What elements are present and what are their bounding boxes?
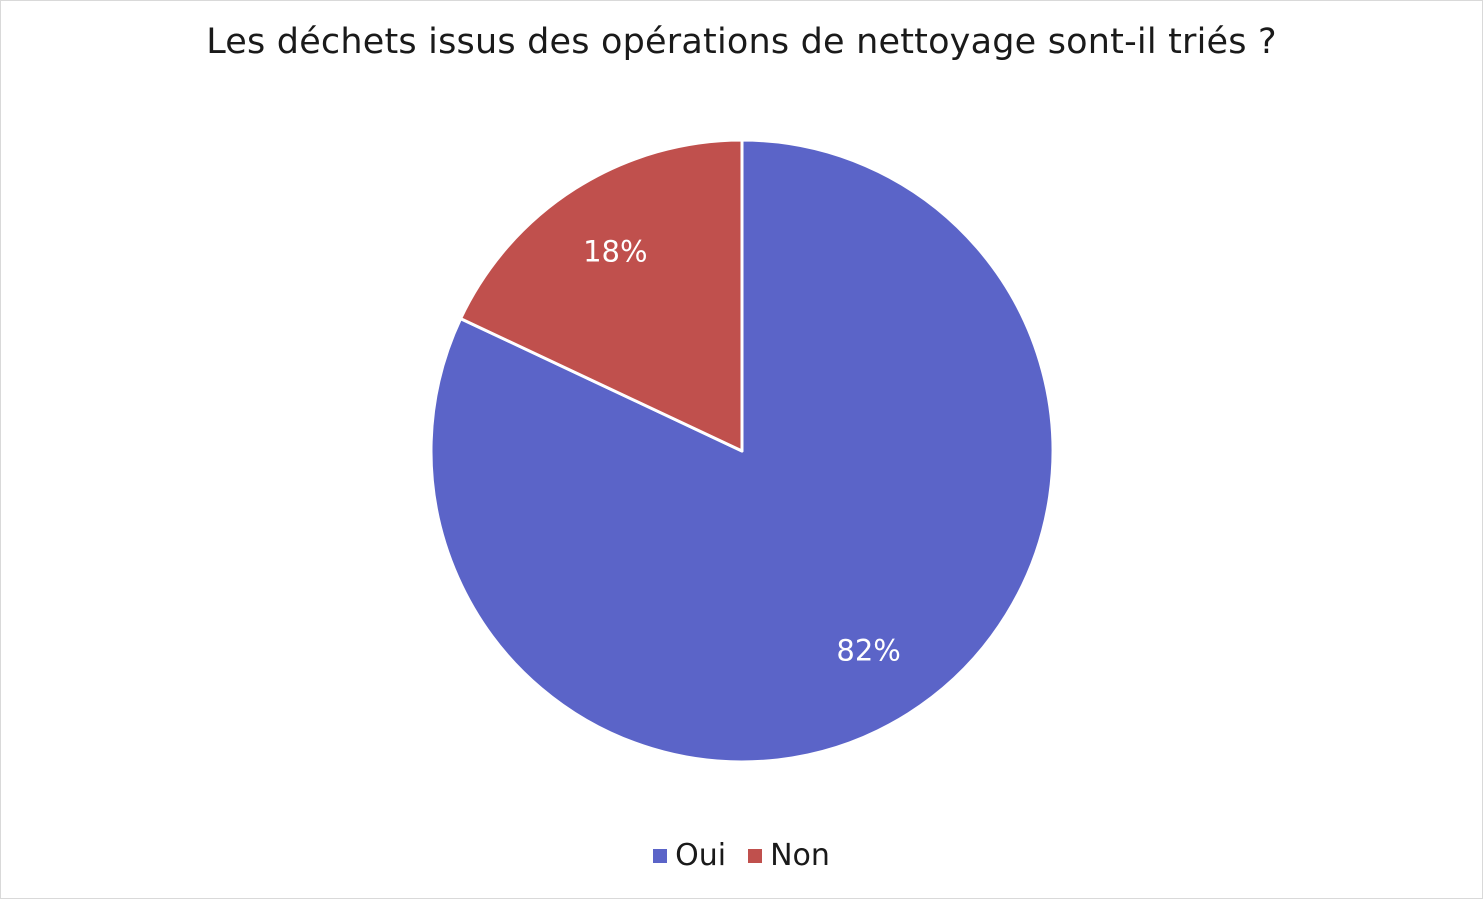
pie-slice-non [459, 138, 744, 453]
legend-item-non: Non [748, 838, 830, 873]
data-label-oui: 82% [836, 634, 900, 668]
legend-label-oui: Oui [675, 838, 727, 873]
legend-item-oui: Oui [653, 838, 726, 873]
legend-swatch-non [748, 848, 763, 863]
legend: Oui Non [0, 838, 1483, 873]
legend-label-non: Non [770, 838, 830, 873]
chart-title: Les déchets issus des opérations de nett… [206, 22, 1277, 62]
legend-swatch-oui [653, 848, 668, 863]
data-label-non: 18% [583, 234, 647, 268]
